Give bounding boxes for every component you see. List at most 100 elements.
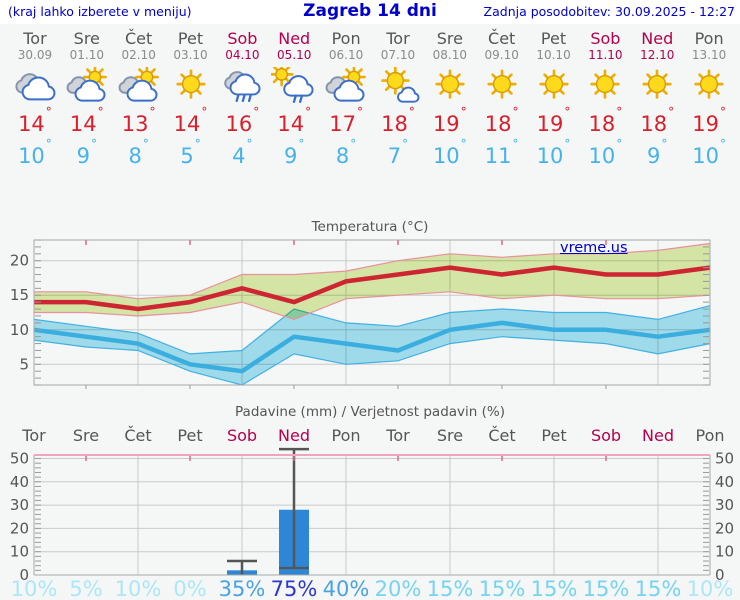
precip-y-tick-label-right: 10 [715, 543, 734, 561]
sun-rain-icon [269, 62, 314, 103]
day-name: Pet [177, 29, 204, 48]
weather-icon-cell [372, 66, 424, 105]
max-temp-value: 14 [18, 112, 45, 136]
min-temp: 5° [165, 137, 217, 169]
max-temp-value: 19 [432, 112, 460, 136]
precip-probability-label: 15% [531, 577, 578, 600]
precip-day-label: Pon [695, 426, 724, 445]
precip-day-label: Sre [437, 426, 463, 445]
day-name: Sob [227, 29, 258, 48]
min-temp: 8° [113, 137, 165, 169]
forecast-day[interactable]: Sre 01.10 14° 9° [61, 30, 113, 169]
page-title: Zagreb 14 dni [303, 1, 437, 21]
forecast-day[interactable]: Pet 10.10 19° 10° [528, 30, 580, 169]
precipitation-chart: Tor Sre Čet Pet Sob Ned Pon Tor Sre Čet Pet Sob Ned P… [10, 426, 734, 600]
day-name: Pon [331, 29, 361, 48]
day-date: 06.10 [328, 48, 364, 62]
max-temp-value: 13 [121, 112, 149, 136]
day-date: 13.10 [691, 48, 727, 62]
max_temp-line [34, 265, 711, 312]
min-temp-value: 10 [18, 144, 45, 168]
max-temp-value: 16 [225, 112, 253, 136]
min-temp-value: 7 [387, 144, 402, 168]
day-name: Ned [641, 29, 674, 48]
precip-probability-label: 5% [69, 577, 102, 600]
forecast-day[interactable]: Sre 08.10 19° 10° [424, 30, 476, 169]
precip-probability-label: 15% [427, 577, 474, 600]
max-temp: 18° [631, 105, 683, 137]
degree-symbol: ° [460, 137, 467, 151]
forecast-day[interactable]: Ned 12.10 18° 9° [631, 30, 683, 169]
min-temp: 8° [320, 137, 372, 169]
forecast-day[interactable]: Čet 09.10 18° 11° [476, 30, 528, 169]
precip-day-label: Ned [278, 426, 310, 445]
forecast-day[interactable]: Pon 13.10 19° 10° [683, 30, 735, 169]
max-temp-value: 18 [484, 112, 512, 136]
min-temp-value: 4 [232, 144, 246, 168]
forecast-day[interactable]: Čet 02.10 13° 8° [113, 30, 165, 169]
degree-symbol: ° [356, 105, 363, 119]
max-temp: 16° [216, 105, 268, 137]
precip-probability-label: 10% [11, 577, 58, 600]
precip-probability-label: 0% [173, 577, 206, 600]
precip-day-label: Čet [124, 426, 151, 445]
degree-symbol: ° [201, 105, 208, 119]
degree-symbol: ° [616, 105, 623, 119]
forecast-day[interactable]: Pet 03.10 14° 5° [165, 30, 217, 169]
forecast-day[interactable]: Pon 06.10 17° 8° [320, 30, 372, 169]
precip-day-label: Čet [488, 426, 515, 445]
precip-probability-label: 15% [479, 577, 526, 600]
day-name: Čet [125, 29, 153, 48]
max-temp: 18° [476, 105, 528, 137]
weather-icon-cell [113, 65, 165, 105]
precip-y-tick-label-right: 30 [715, 496, 734, 514]
weather-icon-cell [320, 65, 372, 105]
precip-day-label: Ned [642, 426, 674, 445]
max-temp: 14° [268, 105, 320, 137]
max-temp-value: 17 [329, 112, 356, 136]
weather-icon-cell [683, 67, 735, 105]
min-temp-value: 8 [335, 144, 350, 168]
precip-day-label: Sob [227, 426, 257, 445]
min-temp-value: 10 [536, 144, 564, 168]
day-name: Pon [694, 29, 724, 48]
forecast-day[interactable]: Ned 05.10 14° 9° [268, 30, 320, 169]
vreme-us-link[interactable]: vreme.us [560, 240, 628, 256]
max-temp: 19° [528, 105, 580, 137]
min-temp: 9° [631, 137, 683, 169]
degree-symbol: ° [350, 137, 357, 151]
weather-icon-cell [268, 62, 320, 105]
degree-symbol: ° [253, 105, 260, 119]
weather-icon-cell [9, 67, 61, 105]
degree-symbol: ° [564, 105, 571, 119]
forecast-day[interactable]: Sob 11.10 18° 10° [579, 30, 631, 169]
day-name: Čet [488, 29, 516, 48]
weather-icon-cell [61, 65, 113, 105]
weather-icon-cell [528, 67, 580, 105]
forecast-day[interactable]: Tor 30.09 14° 10° [9, 30, 61, 169]
weather-icon-cell [631, 67, 683, 105]
sunny-icon [487, 69, 517, 99]
precip-y-tick-label-left: 50 [10, 449, 29, 467]
day-date: 02.10 [121, 48, 156, 62]
day-name: Pet [540, 29, 567, 48]
forecast-strip: Tor 30.09 14° 10° Sre 01.10 14° 9° Čet 02.10 13° 8°… [9, 30, 735, 169]
min-temp: 4° [216, 137, 268, 169]
min_temp-line [33, 320, 711, 374]
precip-day-label: Pet [541, 426, 566, 445]
temp-y-tick-label: 5 [19, 355, 29, 373]
max-temp: 19° [683, 105, 735, 137]
forecast-day[interactable]: Tor 07.10 18° 7° [372, 30, 424, 169]
day-date: 12.10 [640, 48, 675, 62]
degree-symbol: ° [564, 137, 571, 151]
precip-y-tick-label-left: 0 [19, 566, 29, 584]
min-temp-value: 11 [484, 144, 512, 168]
min-temp: 10° [424, 137, 476, 169]
forecast-day[interactable]: Sob 04.10 16° 4° [216, 30, 268, 169]
degree-symbol: ° [298, 137, 305, 151]
min-temp: 10° [528, 137, 580, 169]
sunny-icon [435, 69, 465, 99]
day-date: 01.10 [69, 48, 104, 62]
max-temp-value: 19 [536, 112, 564, 136]
